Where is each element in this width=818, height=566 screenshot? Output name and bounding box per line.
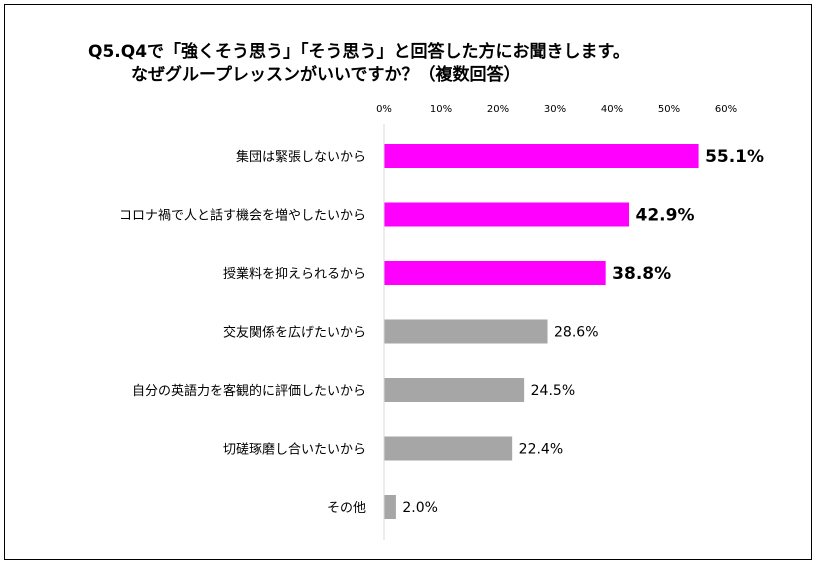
data-label: 42.9% [636,206,695,226]
x-tick-label: 30% [544,104,566,115]
bar [384,202,630,227]
x-tick-label: 10% [430,104,452,115]
x-tick-label: 40% [601,104,623,115]
category-label: 集団は緊張しないから [236,149,366,165]
bar [384,495,396,519]
bar [384,378,525,402]
bar [384,436,513,461]
x-tick-label: 0% [376,104,392,115]
category-label: その他 [327,501,366,516]
chart-title-line1: Q5.Q4で「強くそう思う」「そう思う」と回答した方にお聞きします。 [88,42,630,62]
category-label: コロナ禍で人と話す機会を増やしたいから [119,208,366,224]
category-label: 授業料を抑えられるから [223,266,366,282]
bar [384,319,548,344]
x-tick-label: 50% [658,104,680,115]
data-label: 24.5% [531,383,575,399]
x-tick-label: 20% [487,104,509,115]
chart-title-line2: なぜグループレッスンがいいですか？（複数回答） [131,65,521,85]
category-label: 切磋琢磨し合いたいから [223,443,366,458]
data-label: 22.4% [519,442,563,458]
data-label: 28.6% [554,325,598,341]
x-tick-label: 60% [715,104,737,115]
bar [384,144,699,168]
category-label: 自分の英語力を客観的に評価したいから [132,383,366,399]
data-label: 38.8% [612,264,671,284]
data-label: 2.0% [402,500,438,516]
bar [384,261,606,285]
category-label: 交友関係を広げたいから [223,325,366,341]
data-label: 55.1% [705,147,764,167]
